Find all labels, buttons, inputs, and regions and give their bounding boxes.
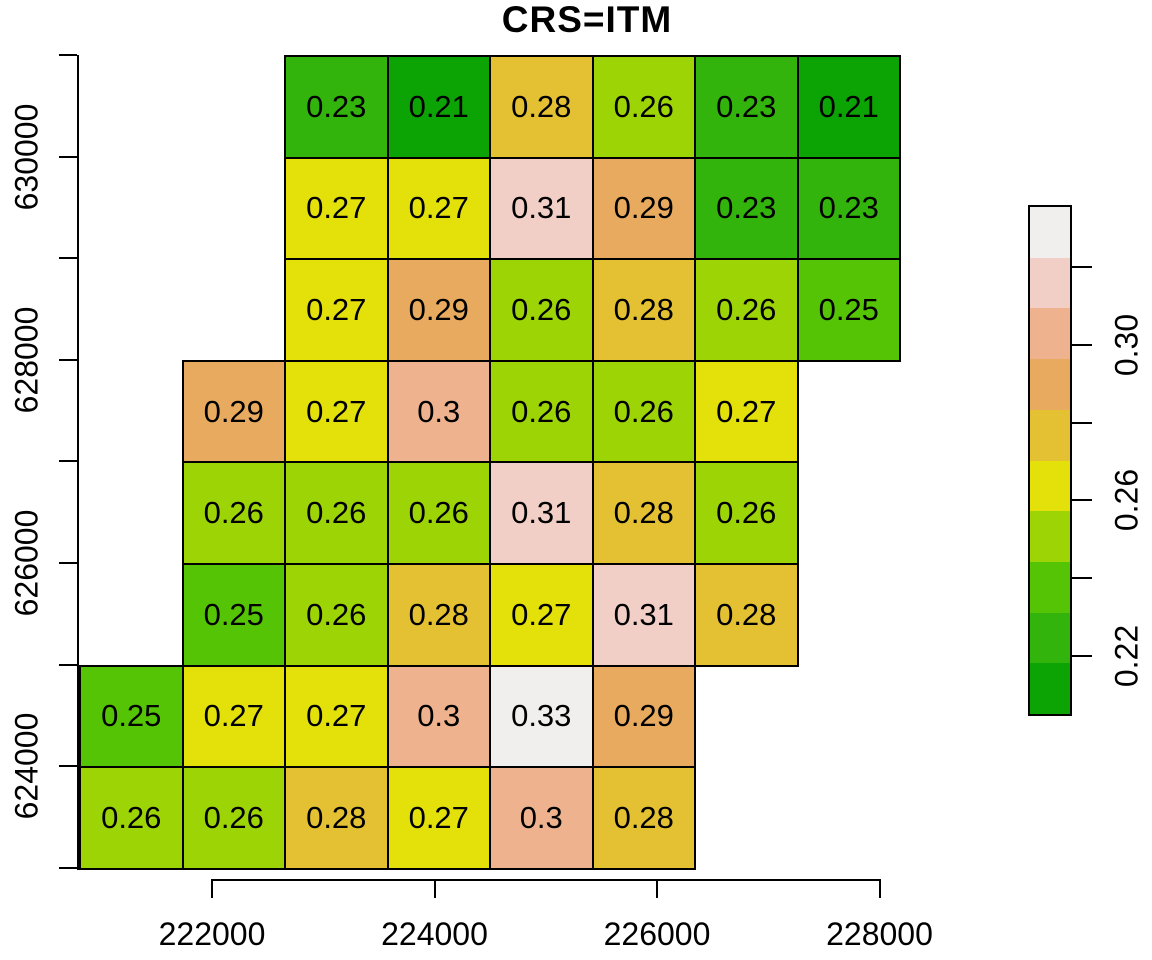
grid-cell: 0.26 (284, 461, 389, 565)
legend-band (1030, 663, 1070, 715)
grid-cell: 0.26 (386, 461, 491, 565)
y-axis-tick (59, 663, 77, 666)
grid-cell: 0.23 (694, 156, 799, 261)
legend-tick-label: 0.26 (1108, 468, 1145, 532)
y-axis-tick (59, 54, 77, 56)
legend-tick (1072, 266, 1092, 268)
legend-tick-label: 0.30 (1108, 313, 1145, 377)
grid-cell: 0.28 (694, 563, 799, 667)
legend-band (1030, 257, 1070, 309)
legend-band (1030, 612, 1070, 664)
grid-cell: 0.28 (284, 766, 389, 870)
grid-cell: 0.23 (694, 55, 799, 159)
y-axis-tick-label: 626000 (8, 509, 45, 617)
y-axis-tick (59, 358, 77, 361)
legend-band (1030, 207, 1070, 258)
legend-band (1030, 460, 1070, 512)
grid-cell: 0.27 (284, 258, 389, 362)
legend-band (1030, 409, 1070, 461)
grid-cell: 0.27 (284, 359, 389, 464)
x-axis-tick (433, 879, 436, 898)
x-axis-tick-label: 228000 (826, 916, 933, 952)
y-axis-line (77, 55, 79, 870)
grid-cell: 0.31 (489, 461, 594, 565)
y-axis-tick-label: 628000 (8, 306, 45, 414)
grid-cell: 0.26 (694, 258, 799, 362)
legend-band (1030, 359, 1070, 410)
legend-band (1030, 561, 1070, 613)
grid-cell: 0.26 (591, 359, 696, 464)
chart-title: CRS=ITM (501, 0, 673, 40)
grid-cell: 0.21 (796, 55, 901, 159)
legend-colorbar (1028, 205, 1072, 716)
legend-tick (1072, 344, 1092, 346)
grid-cell: 0.27 (386, 766, 491, 870)
y-axis-tick (59, 257, 77, 260)
y-axis-tick (59, 765, 77, 768)
grid-cell: 0.26 (284, 563, 389, 667)
grid-cell: 0.29 (181, 359, 286, 464)
y-axis-tick (59, 562, 77, 564)
grid-cell: 0.26 (489, 258, 594, 362)
y-axis-tick-label: 630000 (8, 103, 45, 210)
grid-cell: 0.29 (386, 258, 491, 362)
grid-cell: 0.28 (489, 55, 594, 159)
y-axis-tick (59, 866, 77, 869)
grid-cell: 0.26 (694, 461, 799, 565)
grid-cell: 0.28 (591, 258, 696, 362)
legend-tick (1072, 577, 1092, 579)
y-axis-tick-label: 624000 (8, 712, 45, 820)
y-axis-tick (59, 460, 77, 463)
x-axis-tick (211, 879, 213, 898)
x-axis-tick (656, 879, 658, 898)
x-axis-tick (878, 879, 881, 898)
legend-tick (1072, 499, 1092, 501)
grid-cell: 0.26 (181, 461, 286, 565)
grid-cell: 0.28 (591, 766, 696, 870)
x-axis-tick-label: 226000 (603, 916, 711, 952)
grid-cell: 0.3 (386, 664, 491, 769)
grid-cell: 0.25 (79, 664, 184, 769)
grid-cell: 0.31 (489, 156, 594, 261)
legend-tick-label: 0.22 (1108, 624, 1145, 688)
legend-band (1030, 308, 1070, 360)
x-axis-tick-label: 224000 (381, 916, 488, 952)
legend-band (1030, 511, 1070, 562)
grid-cell: 0.27 (489, 563, 594, 667)
grid-cell: 0.23 (796, 156, 901, 261)
x-axis-tick-label: 222000 (158, 916, 266, 952)
grid-cell: 0.3 (489, 766, 594, 870)
grid-cell: 0.26 (181, 766, 286, 870)
grid-cell: 0.27 (694, 359, 799, 464)
grid-cell: 0.26 (79, 766, 184, 870)
grid-cell: 0.31 (591, 563, 696, 667)
grid-cell: 0.27 (386, 156, 491, 261)
grid-cell: 0.26 (489, 359, 594, 464)
x-axis-line (211, 879, 881, 881)
y-axis-tick (59, 155, 77, 158)
grid-cell: 0.3 (386, 359, 491, 464)
grid-cell: 0.27 (181, 664, 286, 769)
grid-cell: 0.23 (284, 55, 389, 159)
legend-tick (1072, 655, 1092, 657)
grid-cell: 0.25 (181, 563, 286, 667)
grid-cell: 0.29 (591, 156, 696, 261)
grid-cell: 0.27 (284, 664, 389, 769)
legend-tick (1072, 422, 1092, 424)
grid-cell: 0.28 (591, 461, 696, 565)
grid-cell: 0.33 (489, 664, 594, 769)
grid-cell: 0.27 (284, 156, 389, 261)
grid-cell: 0.21 (386, 55, 491, 159)
grid-cell: 0.28 (386, 563, 491, 667)
grid-cell: 0.29 (591, 664, 696, 769)
grid-cell: 0.25 (796, 258, 901, 362)
grid-cell: 0.26 (591, 55, 696, 159)
